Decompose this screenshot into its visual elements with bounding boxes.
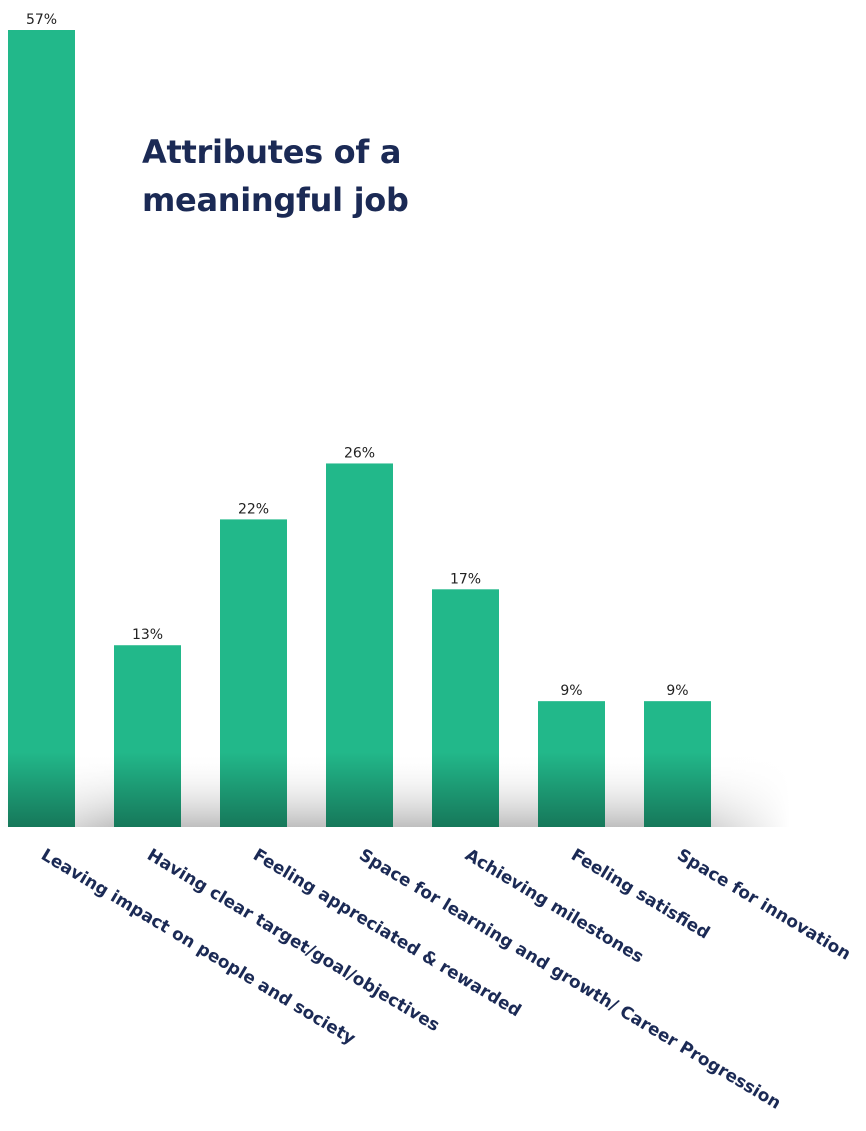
bar-feeling-appreciated-rewarded (220, 519, 287, 827)
value-labels: 57% 13% 22% 26% 17% 9% 9% (26, 12, 689, 699)
bar-feeling-satisfied (538, 701, 605, 827)
bar-leaving-impact-on-people-and-society (8, 30, 75, 827)
value-label: 13% (132, 627, 163, 643)
value-label: 26% (344, 445, 375, 461)
bar-base-shade (220, 752, 287, 827)
bar-space-for-learning-and-growth-career-progression (326, 463, 393, 827)
category-labels: Leaving impact on people and societyHavi… (37, 845, 854, 1114)
bar-achieving-milestones (432, 589, 499, 827)
value-label: 57% (26, 12, 57, 28)
bar-space-for-innovation (644, 701, 711, 827)
bar-having-clear-target-goal-objectives (114, 645, 181, 827)
category-label: Space for innovation (673, 845, 854, 965)
value-label: 9% (666, 683, 688, 699)
bar-fill (8, 30, 75, 827)
bar-base-shade (8, 752, 75, 827)
value-label: 9% (560, 683, 582, 699)
bar-base-shade (114, 752, 181, 827)
bar-base-shade (644, 752, 711, 827)
value-label: 17% (450, 571, 481, 587)
bar-base-shade (432, 752, 499, 827)
bar-base-shade (538, 752, 605, 827)
chart-title: Attributes of a meaningful job (142, 133, 409, 219)
value-label: 22% (238, 501, 269, 517)
category-label: Achieving milestones (461, 845, 646, 967)
bar-base-shade (326, 752, 393, 827)
bars (8, 30, 711, 827)
